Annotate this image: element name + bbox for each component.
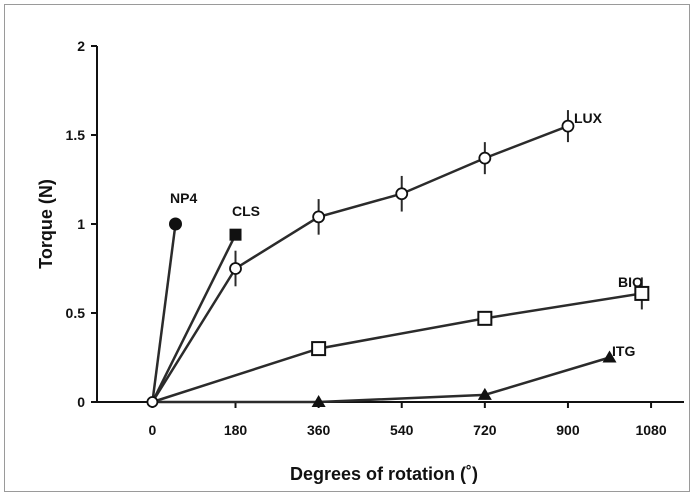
itg-point [477, 387, 492, 400]
cls-series-label: CLS [232, 203, 260, 219]
x-tick-label: 0 [149, 422, 157, 438]
y-tick-label: 1 [77, 216, 85, 232]
cls-point [229, 228, 242, 241]
y-tick-label: 1.5 [66, 127, 86, 143]
lux-point [312, 210, 326, 224]
itg-line [152, 356, 610, 404]
bio-series-label: BIO [618, 274, 643, 290]
x-tick-label: 360 [307, 422, 331, 438]
origin-point [146, 396, 159, 408]
np4-line [151, 223, 177, 403]
itg-point [311, 395, 326, 407]
lux-line [151, 124, 569, 403]
x-tick-label: 540 [390, 422, 414, 438]
lux-point [561, 119, 575, 133]
lux-point [478, 151, 492, 165]
x-axis-title: Degrees of rotation (˚) [290, 464, 478, 484]
itg-point [602, 350, 617, 363]
x-tick-label: 1080 [635, 422, 666, 438]
bio-point [477, 310, 493, 326]
np4-series-label: NP4 [170, 190, 197, 206]
chart-frame [4, 4, 690, 492]
y-tick-label: 0 [77, 394, 85, 410]
y-axis-title: Torque (N) [36, 179, 56, 269]
bio-point [311, 341, 327, 357]
x-tick-label: 900 [556, 422, 580, 438]
x-tick-label: 180 [224, 422, 248, 438]
lux-point [229, 262, 242, 275]
lux-series-label: LUX [574, 110, 603, 126]
itg-series-label: ITG [612, 343, 635, 359]
lux-point [395, 187, 409, 201]
bio-point [634, 285, 650, 301]
bio-line [152, 292, 643, 404]
x-tick-label: 720 [473, 422, 497, 438]
y-tick-label: 0.5 [66, 305, 86, 321]
np4-point [168, 217, 182, 231]
cls-line [151, 234, 237, 403]
y-tick-label: 2 [77, 38, 85, 54]
